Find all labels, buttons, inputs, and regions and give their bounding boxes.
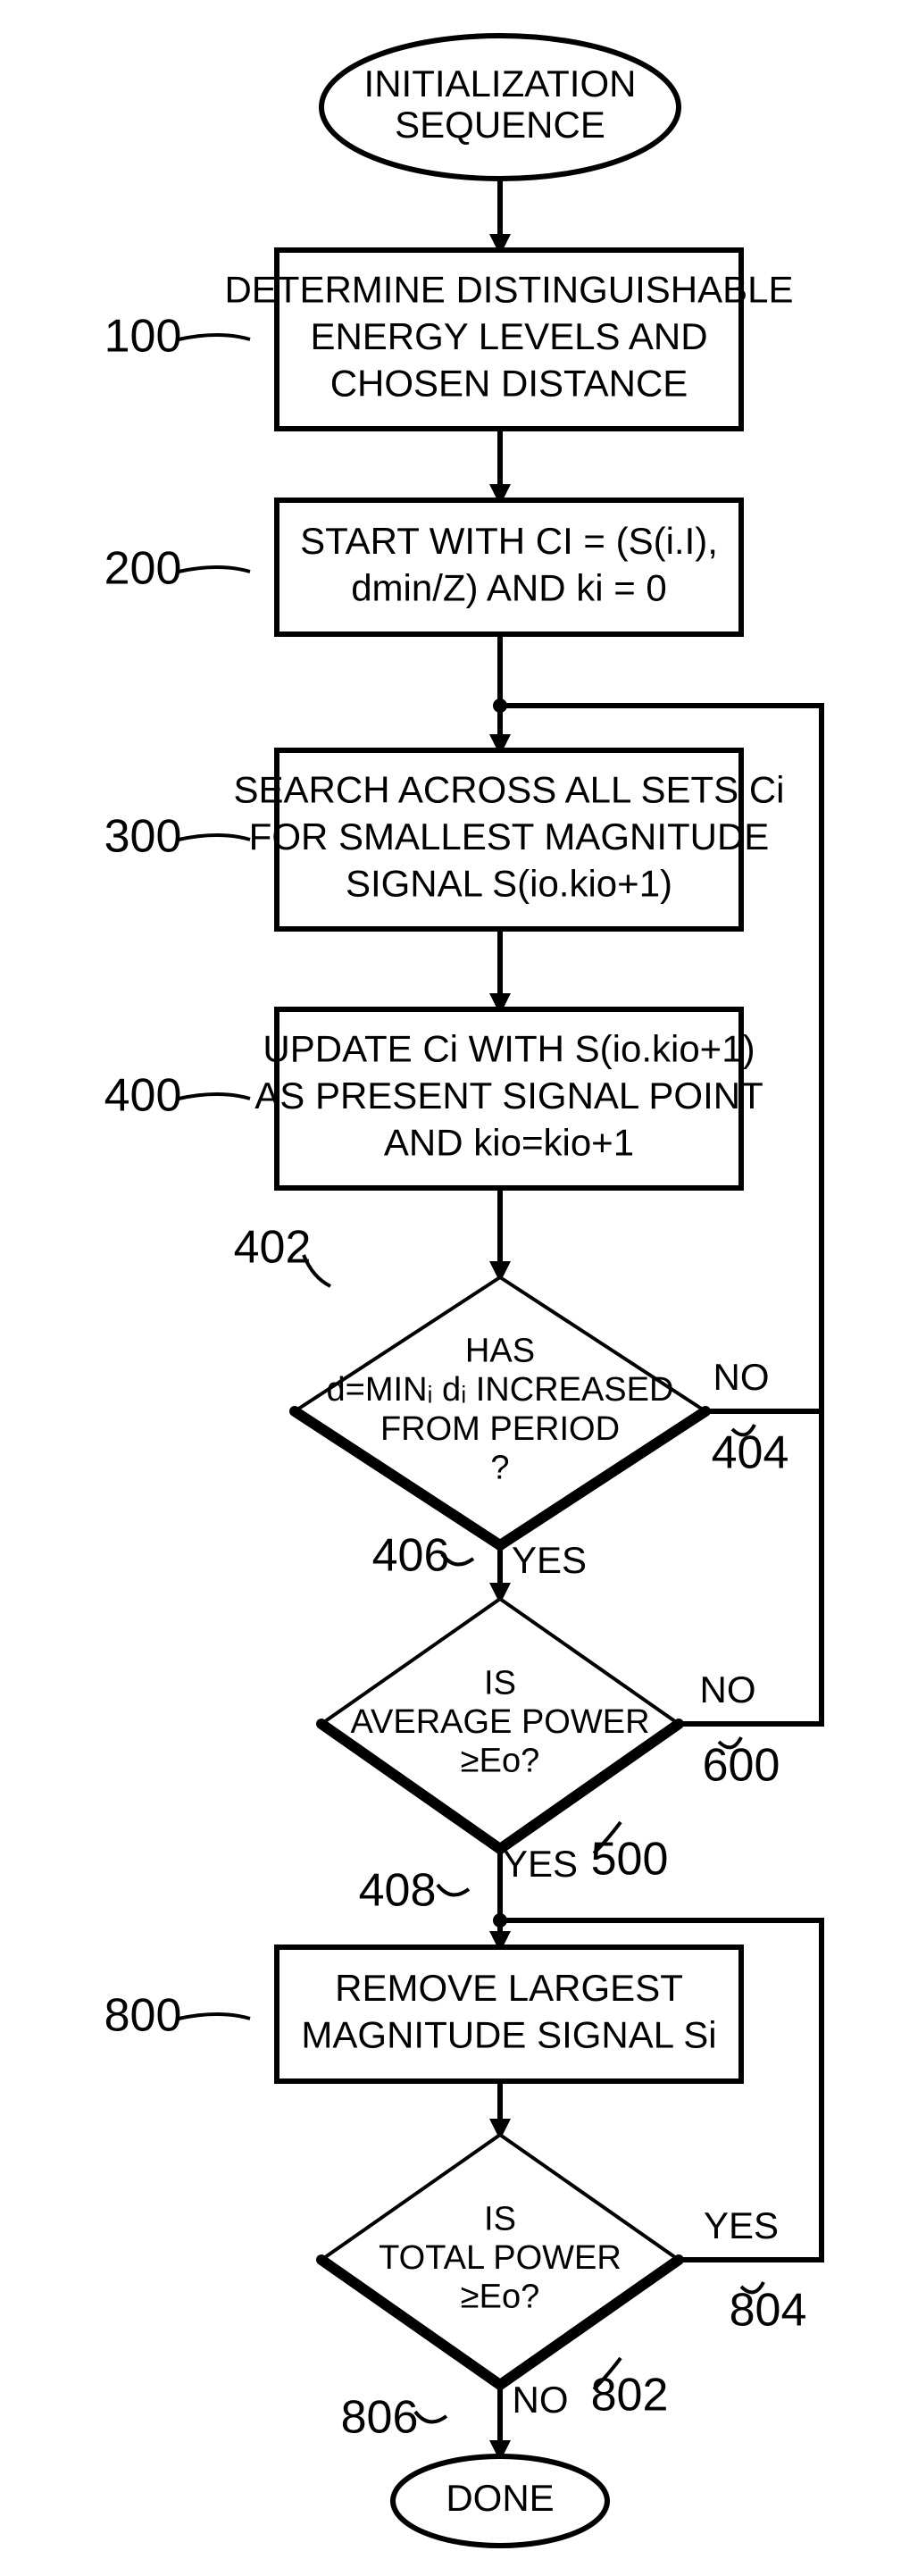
svg-text:AND kio=kio+1: AND kio=kio+1 — [384, 1122, 634, 1164]
ref-number: 800 — [104, 1990, 182, 2042]
svg-text:MAGNITUDE SIGNAL Si: MAGNITUDE SIGNAL Si — [301, 2013, 716, 2055]
ref-number: 408 — [359, 1865, 437, 1917]
svg-text:NO: NO — [700, 1669, 756, 1710]
svg-text:INITIALIZATION: INITIALIZATION — [364, 63, 637, 105]
svg-text:TOTAL POWER: TOTAL POWER — [379, 2239, 622, 2277]
svg-text:SIGNAL S(io.kio+1): SIGNAL S(io.kio+1) — [346, 863, 672, 905]
ref-number: 100 — [104, 311, 182, 363]
svg-text:AS PRESENT SIGNAL POINT: AS PRESENT SIGNAL POINT — [254, 1075, 763, 1117]
svg-text:≥Eo?: ≥Eo? — [461, 2279, 539, 2316]
svg-text:FROM PERIOD: FROM PERIOD — [380, 1410, 620, 1448]
svg-text:NO: NO — [713, 1356, 770, 1398]
ref-leader — [179, 835, 250, 840]
svg-text:SEARCH ACROSS ALL SETS Ci: SEARCH ACROSS ALL SETS Ci — [234, 769, 785, 811]
svg-text:DETERMINE DISTINGUISHABLE: DETERMINE DISTINGUISHABLE — [224, 269, 793, 311]
svg-text:AVERAGE POWER: AVERAGE POWER — [350, 1703, 649, 1741]
svg-text:YES: YES — [512, 1539, 587, 1581]
ref-leader — [179, 2014, 250, 2019]
svg-text:HAS: HAS — [465, 1332, 535, 1369]
ref-number: 404 — [712, 1427, 789, 1479]
ref-number: 406 — [372, 1530, 450, 1582]
svg-text:ENERGY LEVELS AND: ENERGY LEVELS AND — [310, 315, 707, 357]
ref-number: 600 — [703, 1740, 780, 1792]
svg-text:UPDATE Ci WITH S(io.kio+1): UPDATE Ci WITH S(io.kio+1) — [263, 1028, 755, 1070]
ref-number: 806 — [341, 2392, 419, 2444]
ref-number: 500 — [591, 1834, 669, 1886]
svg-text:≥Eo?: ≥Eo? — [461, 1743, 539, 1780]
svg-text:SEQUENCE: SEQUENCE — [395, 104, 605, 146]
svg-text:d=MINᵢ dᵢ INCREASED: d=MINᵢ dᵢ INCREASED — [327, 1371, 674, 1409]
ref-leader — [438, 1885, 469, 1894]
ref-number: 400 — [104, 1070, 182, 1122]
ref-number: 802 — [591, 2370, 669, 2421]
svg-text:CHOSEN DISTANCE: CHOSEN DISTANCE — [330, 363, 688, 405]
ref-number: 200 — [104, 543, 182, 595]
ref-leader — [179, 567, 250, 572]
ref-number: 300 — [104, 811, 182, 863]
ref-leader — [179, 1094, 250, 1099]
ref-leader — [179, 335, 250, 339]
ref-number: 804 — [730, 2285, 807, 2337]
svg-text:DONE: DONE — [446, 2477, 554, 2519]
svg-text:IS: IS — [484, 1664, 516, 1702]
svg-text:REMOVE LARGEST: REMOVE LARGEST — [335, 1967, 683, 2009]
svg-text:START WITH CI = (S(i.I),: START WITH CI = (S(i.I), — [300, 520, 718, 562]
ref-number: 402 — [234, 1222, 312, 1274]
svg-text:YES: YES — [704, 2204, 779, 2246]
svg-text:IS: IS — [484, 2200, 516, 2237]
ref-leader — [415, 2412, 446, 2421]
svg-text:dmin/Z) AND ki = 0: dmin/Z) AND ki = 0 — [351, 566, 667, 608]
svg-text:YES: YES — [503, 1843, 578, 1885]
svg-text:FOR SMALLEST MAGNITUDE: FOR SMALLEST MAGNITUDE — [249, 815, 770, 857]
svg-text:?: ? — [490, 1450, 509, 1487]
svg-text:NO: NO — [513, 2379, 569, 2421]
